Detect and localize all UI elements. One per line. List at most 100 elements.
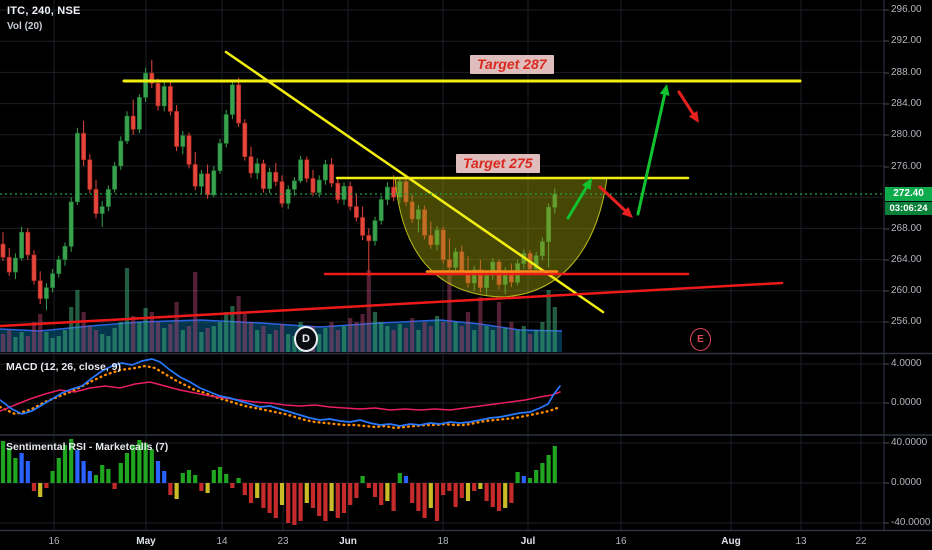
rsi-bar	[193, 475, 198, 483]
volume-bar	[515, 330, 520, 352]
candle-body	[279, 181, 285, 204]
candle-body	[56, 259, 62, 274]
rsi-bar	[19, 453, 24, 483]
rsi-bar	[323, 483, 328, 521]
candle-body	[341, 185, 347, 200]
volume-bar	[441, 322, 446, 352]
volume-bar	[255, 330, 260, 352]
candle-body	[422, 209, 427, 236]
red-arrow	[598, 185, 629, 215]
rsi-bar	[422, 483, 427, 518]
rsi-bar	[93, 475, 99, 483]
rsi-bar	[496, 483, 502, 511]
rsi-bar	[44, 483, 49, 488]
rsi-bar	[186, 470, 192, 483]
volume-indicator-label[interactable]: Vol (20)	[7, 21, 43, 32]
candle-body	[87, 159, 93, 190]
volume-bar	[248, 322, 254, 352]
target-275-label[interactable]: Target 275	[456, 154, 540, 173]
cup-pattern	[394, 177, 608, 298]
volume-bar	[503, 328, 508, 352]
volume-bar	[478, 297, 483, 352]
candle-body	[298, 159, 303, 182]
rsi-bar	[379, 483, 384, 505]
axis-label: 280.00	[891, 129, 922, 140]
rsi-bar	[155, 461, 161, 483]
rsi-bar	[137, 440, 142, 483]
rsi-bar	[534, 470, 539, 483]
volume-bar	[93, 330, 99, 352]
candle-body	[322, 164, 328, 181]
rsi-bar	[360, 476, 365, 483]
candle-body	[409, 201, 415, 220]
rsi-bar	[441, 483, 446, 495]
rsi-bar	[391, 483, 396, 511]
candle-body	[285, 189, 291, 204]
symbol-title[interactable]: ITC, 240, NSE	[7, 5, 81, 17]
volume-bar	[360, 314, 365, 352]
rsi-bar	[317, 483, 322, 516]
candle-body	[0, 243, 6, 258]
rsi-bar	[304, 483, 309, 503]
candle-body	[471, 269, 477, 284]
volume-bar	[472, 330, 477, 352]
rsi-bar	[509, 483, 514, 503]
candle-body	[329, 164, 334, 184]
rsi-bar	[180, 473, 185, 483]
volume-bar	[186, 326, 192, 352]
volume-bar	[211, 326, 216, 352]
candle-body	[37, 280, 43, 299]
candle-body	[31, 254, 37, 281]
volume-bar	[527, 334, 533, 352]
volume-bar	[224, 312, 229, 352]
candle-body	[223, 114, 229, 144]
candle-body	[199, 173, 204, 187]
rsi-bar	[434, 483, 440, 521]
candle-body	[539, 241, 545, 257]
earnings-marker[interactable]: E	[690, 328, 711, 351]
rsi-bar	[478, 483, 483, 489]
candle-body	[415, 209, 421, 220]
candle-body	[291, 180, 297, 190]
volume-bar	[137, 322, 142, 352]
axis-label: -40.0000	[891, 517, 931, 528]
dividend-marker[interactable]: D	[294, 326, 318, 352]
rsi-legend[interactable]: Sentimental RSI - Marketcalls (7)	[6, 441, 169, 453]
rsi-bar	[273, 483, 278, 518]
volume-bar	[509, 322, 514, 352]
rsi-bar	[50, 471, 55, 483]
volume-bar	[447, 274, 452, 352]
rsi-bar	[354, 483, 359, 498]
candle-body	[242, 122, 248, 157]
rsi-bar	[546, 455, 551, 483]
time-label: Jun	[339, 536, 357, 547]
macd-legend[interactable]: MACD (12, 26, close, 9)	[6, 361, 121, 373]
rsi-bar	[310, 483, 316, 508]
volume-bar	[50, 338, 55, 352]
axis-label: 284.00	[891, 98, 922, 109]
rsi-bar	[149, 449, 154, 483]
volume-bar	[100, 334, 105, 352]
rsi-bar	[540, 463, 545, 483]
rsi-bar	[490, 483, 495, 507]
target-287-label[interactable]: Target 287	[470, 55, 554, 74]
candle-body	[366, 235, 372, 242]
candle-body	[137, 97, 142, 130]
candle-body	[180, 135, 186, 147]
red-arrowhead	[688, 111, 699, 123]
volume-bar	[118, 322, 123, 352]
candle-body	[211, 170, 217, 196]
volume-bar	[279, 324, 285, 352]
rsi-bar	[428, 483, 433, 508]
rsi-bar	[397, 473, 402, 483]
candle-body	[62, 246, 68, 260]
volume-bar	[540, 322, 545, 352]
time-label: 18	[437, 536, 449, 547]
candle-body	[19, 232, 24, 259]
candle-body	[143, 72, 148, 98]
volume-bar	[193, 272, 198, 352]
rsi-bar	[38, 483, 43, 497]
volume-bar	[180, 330, 185, 352]
volume-bar	[534, 330, 539, 352]
